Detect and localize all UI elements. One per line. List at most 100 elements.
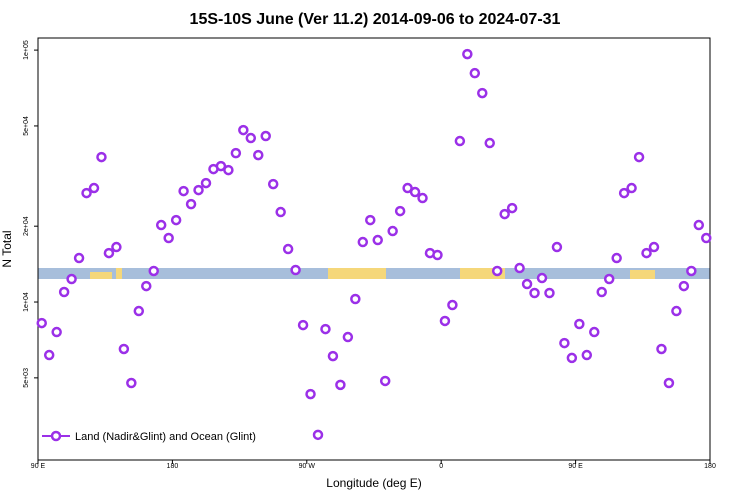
x-tick-label: 0 xyxy=(439,463,443,470)
point xyxy=(290,264,301,276)
point xyxy=(275,206,286,218)
point xyxy=(656,343,667,355)
point xyxy=(491,265,503,277)
point xyxy=(297,319,309,331)
point xyxy=(574,318,585,330)
point xyxy=(200,177,212,189)
point xyxy=(536,272,548,284)
point xyxy=(267,178,279,190)
point xyxy=(611,252,622,264)
y-tick-label: 5e+03 xyxy=(23,368,30,388)
point xyxy=(43,349,55,361)
point xyxy=(170,214,182,226)
point xyxy=(551,241,563,253)
point xyxy=(350,293,361,305)
point xyxy=(342,331,354,343)
point xyxy=(155,219,167,231)
point xyxy=(111,241,122,253)
point xyxy=(686,265,697,277)
point xyxy=(529,287,540,299)
y-tick-label: 1e+05 xyxy=(23,40,30,60)
point xyxy=(282,243,294,255)
point xyxy=(671,305,682,317)
point xyxy=(73,252,85,264)
point xyxy=(394,205,406,217)
point xyxy=(521,278,533,290)
point xyxy=(402,182,413,194)
point xyxy=(701,232,712,244)
point xyxy=(379,375,391,387)
point xyxy=(230,147,242,159)
point xyxy=(253,149,264,161)
point xyxy=(484,137,495,149)
point xyxy=(462,48,473,60)
point xyxy=(81,187,92,199)
point xyxy=(648,241,660,253)
point xyxy=(693,219,705,231)
x-tick-label: 180 xyxy=(167,463,179,470)
point xyxy=(320,323,331,335)
point xyxy=(178,185,189,197)
legend-symbol xyxy=(50,430,62,442)
point xyxy=(96,151,107,163)
point xyxy=(663,377,675,389)
point xyxy=(260,130,271,142)
point xyxy=(327,350,339,362)
y-tick-label: 5e+04 xyxy=(23,116,30,136)
point xyxy=(678,280,690,292)
point xyxy=(432,249,443,261)
point xyxy=(477,87,488,99)
point xyxy=(559,337,570,349)
point xyxy=(454,135,466,147)
point xyxy=(357,236,369,248)
point xyxy=(126,377,137,389)
plot-frame xyxy=(37,37,711,461)
point xyxy=(372,234,383,246)
point xyxy=(566,352,578,364)
point xyxy=(58,286,70,298)
point xyxy=(88,182,100,194)
legend-label: Land (Nadir&Glint) and Ocean (Glint) xyxy=(75,431,256,443)
point xyxy=(103,247,115,259)
point xyxy=(223,164,234,176)
point xyxy=(365,214,376,226)
point xyxy=(581,349,593,361)
point xyxy=(163,232,174,244)
point xyxy=(305,388,316,400)
point xyxy=(618,187,630,199)
point xyxy=(193,184,204,196)
point xyxy=(514,262,525,274)
point xyxy=(506,202,518,214)
point xyxy=(387,225,398,237)
point xyxy=(133,305,145,317)
point xyxy=(596,286,607,298)
point xyxy=(312,429,324,441)
point xyxy=(417,192,428,204)
point xyxy=(245,132,257,144)
point xyxy=(409,186,421,198)
point xyxy=(439,315,451,327)
x-tick-label: 90 E xyxy=(31,463,46,470)
point xyxy=(603,273,615,285)
point xyxy=(51,326,62,338)
point xyxy=(66,273,77,285)
x-tick-label: 90 W xyxy=(299,463,316,470)
x-tick-label: 180 xyxy=(704,463,716,470)
x-axis-label: Longitude (deg E) xyxy=(326,476,421,490)
point xyxy=(589,326,600,338)
point xyxy=(238,124,249,136)
legend: Land (Nadir&Glint) and Ocean (Glint) xyxy=(42,430,256,443)
point xyxy=(499,208,510,220)
x-tick-label: 90 E xyxy=(568,463,583,470)
point xyxy=(469,67,481,79)
y-tick-label: 1e+04 xyxy=(23,292,30,312)
y-axis-label: N Total xyxy=(0,230,14,267)
point xyxy=(626,182,637,194)
point xyxy=(148,265,159,277)
point xyxy=(641,247,652,259)
point xyxy=(185,198,197,210)
point xyxy=(544,287,555,299)
point xyxy=(633,151,645,163)
map-strip xyxy=(38,268,710,279)
